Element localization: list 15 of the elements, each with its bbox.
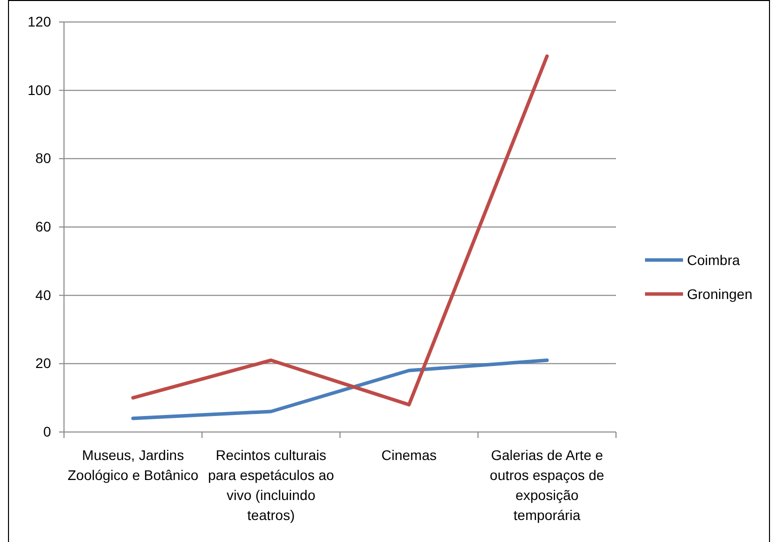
line-series (131, 358, 549, 420)
x-tick-label: Recintos culturais para espetáculos ao vivo (incluindo teatros) (208, 447, 334, 523)
x-tick-label: Cinemas (381, 447, 437, 463)
line-series (131, 54, 549, 406)
legend-label: Groningen (687, 286, 752, 302)
x-tick-label: Museus, Jardins Zoológico e Botânico (68, 447, 199, 483)
y-tick-label: 20 (35, 355, 52, 372)
x-tick-label: Galerias de Arte e outros espaços de exposição temporária (490, 447, 604, 523)
y-tick-label: 120 (28, 13, 52, 30)
y-tick-label: 100 (28, 82, 52, 98)
y-tick-label: 80 (35, 150, 52, 166)
y-tick-label: 60 (35, 218, 52, 234)
y-tick-label: 40 (35, 286, 52, 303)
y-tick-label: 0 (43, 423, 52, 440)
legend-label: Coimbra (687, 252, 740, 268)
